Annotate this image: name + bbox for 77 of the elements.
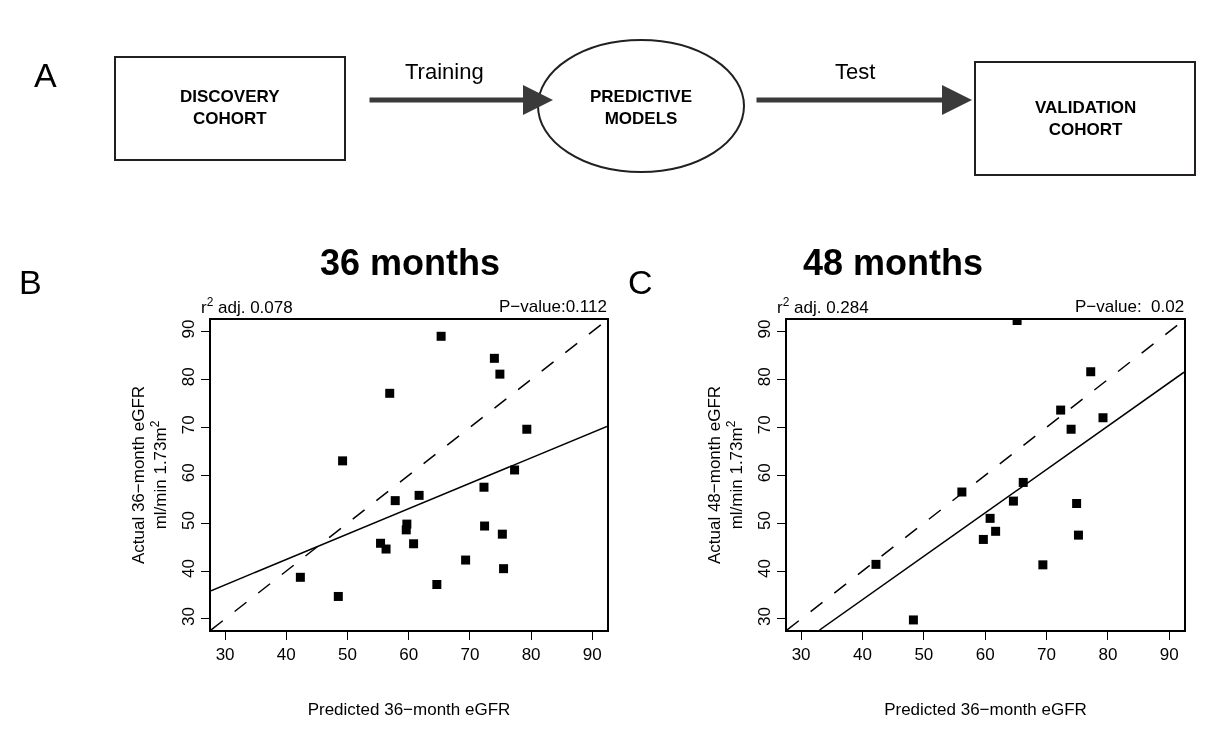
point xyxy=(1098,413,1108,423)
point xyxy=(495,369,505,379)
x-tick-label: 80 xyxy=(521,645,541,665)
x-tick-label: 80 xyxy=(1098,645,1118,665)
y-tick-label: 50 xyxy=(179,511,199,531)
point xyxy=(390,496,400,506)
text: Training xyxy=(405,59,484,84)
point xyxy=(499,564,509,574)
point xyxy=(432,579,442,589)
y-tick-label: 30 xyxy=(179,606,199,626)
x-axis-title: Predicted 36−month eGFR xyxy=(884,700,1087,720)
point xyxy=(510,465,520,475)
text: B xyxy=(19,263,42,301)
x-tick-label: 60 xyxy=(975,645,995,665)
x-tick-label: 90 xyxy=(582,645,602,665)
y-tick-label: 80 xyxy=(179,367,199,387)
y-tick-label: 40 xyxy=(755,559,775,578)
point xyxy=(333,591,343,601)
x-tick-label: 50 xyxy=(338,645,357,665)
point xyxy=(1072,499,1082,509)
x-tick-label: 40 xyxy=(276,645,296,665)
x-tick-label: 70 xyxy=(460,645,480,665)
text: r$^{2}$ adj. 0.078 xyxy=(201,295,293,318)
point xyxy=(985,513,995,523)
point xyxy=(295,572,305,582)
point xyxy=(409,539,419,549)
point xyxy=(414,490,424,500)
point xyxy=(385,388,395,398)
y-tick-label: 60 xyxy=(179,463,199,483)
text: PREDICTIVE MODELS xyxy=(590,87,693,129)
point xyxy=(522,424,532,434)
text: A xyxy=(34,56,57,94)
point xyxy=(991,526,1001,536)
y-tick-label: 40 xyxy=(179,559,199,578)
y-tick-label: 50 xyxy=(755,511,775,531)
point xyxy=(401,525,411,535)
point xyxy=(479,482,489,492)
point xyxy=(908,615,918,625)
y-tick-label: 60 xyxy=(755,463,775,483)
point xyxy=(1038,560,1048,570)
point xyxy=(480,521,490,531)
chart-title: 48 months xyxy=(803,242,984,283)
text: VALIDATION COHORT xyxy=(1035,98,1137,140)
y-tick-label: 80 xyxy=(755,367,775,387)
point xyxy=(1073,530,1083,540)
y-tick-label: 90 xyxy=(179,319,199,339)
point xyxy=(381,544,391,554)
point xyxy=(338,456,348,466)
x-tick-label: 40 xyxy=(853,645,872,665)
y-tick-label: 70 xyxy=(755,415,775,435)
point xyxy=(871,559,881,569)
point xyxy=(461,555,471,565)
x-tick-label: 60 xyxy=(399,645,419,665)
point xyxy=(489,353,499,363)
point xyxy=(1056,405,1066,415)
y-tick-label: 30 xyxy=(755,606,775,626)
point xyxy=(1086,367,1096,377)
text: C xyxy=(628,263,653,301)
point xyxy=(1066,424,1076,434)
x-tick-label: 50 xyxy=(914,645,934,665)
x-tick-label: 70 xyxy=(1037,645,1057,665)
y-tick-label: 90 xyxy=(755,319,775,339)
text: Test xyxy=(835,59,876,84)
text: P−value:0.112 xyxy=(499,297,607,316)
text: P−value: 0.02 xyxy=(1075,297,1185,316)
x-tick-label: 30 xyxy=(791,645,811,665)
x-tick-label: 90 xyxy=(1159,645,1179,665)
point xyxy=(497,529,507,539)
chart-title: 36 months xyxy=(320,242,501,283)
point xyxy=(436,331,446,341)
text: DISCOVERY COHORT xyxy=(180,87,281,129)
text: r$^{2}$ adj. 0.284 xyxy=(777,295,869,318)
x-tick-label: 30 xyxy=(215,645,235,665)
point xyxy=(1008,496,1018,506)
y-tick-label: 70 xyxy=(179,415,199,435)
point xyxy=(978,534,988,544)
x-axis-title: Predicted 36−month eGFR xyxy=(307,700,511,720)
